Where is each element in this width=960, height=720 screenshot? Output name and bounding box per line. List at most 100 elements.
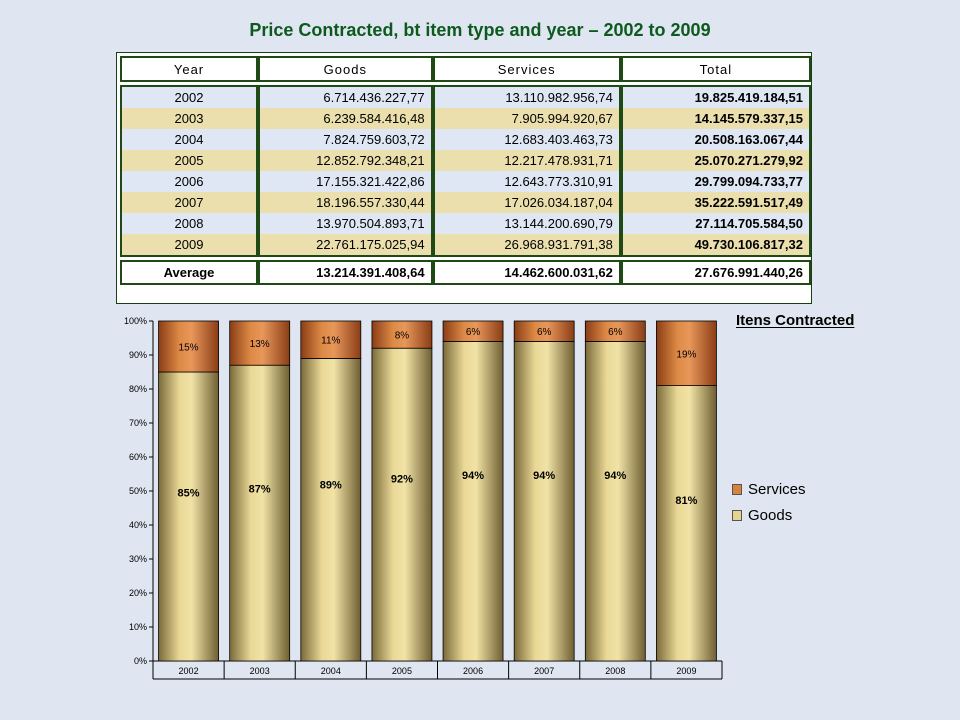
x-tick-label: 2009	[676, 666, 696, 676]
cell-services: 12.217.478.931,71	[432, 150, 621, 171]
cell-goods: 22.761.175.025,94	[258, 234, 433, 257]
y-tick-label: 70%	[129, 418, 147, 428]
y-tick-label: 90%	[129, 350, 147, 360]
data-label-goods: 85%	[178, 487, 200, 499]
chart-labels: 85% 15% 2002 87% 13% 2003 89% 11% 2004 92% 8% 2005 9…	[178, 327, 698, 676]
cell-year: 2008	[120, 213, 258, 234]
x-tick-label: 2008	[605, 666, 625, 676]
cell-year: 2007	[120, 192, 258, 213]
cell-total: 19.825.419.184,51	[620, 85, 811, 108]
cell-goods: 6.714.436.227,77	[258, 85, 433, 108]
data-label-goods: 94%	[604, 470, 626, 482]
x-tick-label: 2003	[250, 666, 270, 676]
table-row: 2003 6.239.584.416,48 7.905.994.920,67 14.1…	[120, 108, 811, 129]
header-goods: Goods	[258, 56, 433, 82]
data-label-services: 15%	[179, 343, 199, 354]
data-label-services: 13%	[250, 339, 270, 350]
bar-services	[442, 320, 504, 342]
cell-services: 13.110.982.956,74	[432, 85, 621, 108]
bar-services	[158, 320, 219, 373]
cell-year: 2006	[120, 171, 258, 192]
cell-goods: 17.155.321.422,86	[258, 171, 433, 192]
data-label-services: 19%	[676, 349, 696, 360]
x-tick-label: 2002	[179, 666, 199, 676]
table-row: 2006 17.155.321.422,86 12.643.773.310,91 29…	[120, 171, 811, 192]
cell-services: 7.905.994.920,67	[432, 108, 621, 129]
average-row: Average 13.214.391.408,64 14.462.600.031…	[120, 260, 811, 285]
cell-goods: 13.970.504.893,71	[258, 213, 433, 234]
bar-services	[300, 320, 362, 359]
data-label-services: 6%	[537, 327, 552, 338]
average-goods: 13.214.391.408,64	[258, 260, 433, 285]
x-tick-label: 2004	[321, 666, 341, 676]
legend-swatch-services	[732, 483, 742, 495]
cell-total: 25.070.271.279,92	[620, 150, 811, 171]
bar-services	[229, 320, 291, 366]
y-tick-label: 60%	[129, 452, 147, 462]
y-tick-label: 20%	[129, 588, 147, 598]
bar-services	[371, 320, 433, 349]
cell-services: 26.968.931.791,38	[432, 234, 621, 257]
legend-item-goods: Goods	[732, 502, 806, 528]
header-services: Services	[432, 56, 621, 82]
bar-goods	[158, 371, 219, 662]
legend-swatch-goods	[732, 509, 742, 521]
y-tick-label: 80%	[129, 384, 147, 394]
y-tick-label: 30%	[129, 554, 147, 564]
average-label: Average	[120, 260, 258, 285]
cell-total: 29.799.094.733,77	[620, 171, 811, 192]
cell-year: 2009	[120, 234, 258, 257]
data-label-goods: 92%	[391, 474, 413, 486]
data-label-services: 8%	[395, 331, 410, 342]
bar-goods	[300, 358, 362, 662]
page-title: Price Contracted, bt item type and year …	[249, 20, 711, 40]
bar-goods	[513, 341, 575, 662]
cell-total: 49.730.106.817,32	[620, 234, 811, 257]
bar-services	[513, 320, 575, 342]
cell-total: 14.145.579.337,15	[620, 108, 811, 129]
x-tick-label: 2006	[463, 666, 483, 676]
x-tick-label: 2007	[534, 666, 554, 676]
price-table: Year Goods Services Total 2002 6.714.436.…	[120, 56, 811, 285]
data-label-goods: 81%	[675, 495, 697, 507]
data-label-services: 11%	[321, 336, 340, 347]
y-tick-label: 0%	[134, 656, 147, 666]
cell-goods: 6.239.584.416,48	[258, 108, 433, 129]
data-label-goods: 87%	[249, 483, 271, 495]
cell-year: 2002	[120, 85, 258, 108]
bar-services	[656, 320, 717, 386]
cell-total: 27.114.705.584,50	[620, 213, 811, 234]
cell-year: 2005	[120, 150, 258, 171]
average-services: 14.462.600.031,62	[432, 260, 621, 285]
average-total: 27.676.991.440,26	[620, 260, 811, 285]
stacked-bar-chart: 0% 10% 20% 30% 40% 50% 60% 70% 80% 90% 100% 85% 15%…	[124, 316, 723, 680]
table-row: 2009 22.761.175.025,94 26.968.931.791,38 49…	[120, 234, 811, 257]
table-row: 2002 6.714.436.227,77 13.110.982.956,74 19.…	[120, 85, 811, 108]
data-label-goods: 94%	[462, 470, 484, 482]
table-header-row: Year Goods Services Total	[120, 56, 811, 82]
table-row: 2005 12.852.792.348,21 12.217.478.931,71 25…	[120, 150, 811, 171]
cell-year: 2003	[120, 108, 258, 129]
data-label-services: 6%	[466, 327, 481, 338]
cell-year: 2004	[120, 129, 258, 150]
legend-label-services: Services	[748, 480, 806, 498]
bar-goods	[584, 341, 646, 662]
y-tick-label: 40%	[129, 520, 147, 530]
x-tick-label: 2005	[392, 666, 412, 676]
chart-legend: Services Goods	[732, 476, 806, 528]
chart-title: Itens Contracted	[736, 312, 855, 329]
header-year: Year	[120, 56, 258, 82]
cell-services: 17.026.034.187,04	[432, 192, 621, 213]
header-total: Total	[620, 56, 811, 82]
data-label-goods: 94%	[533, 470, 555, 482]
y-tick-label: 50%	[129, 486, 147, 496]
data-label-services: 6%	[608, 327, 623, 338]
cell-services: 12.683.403.463,73	[432, 129, 621, 150]
bar-goods	[442, 341, 504, 662]
cell-total: 35.222.591.517,49	[620, 192, 811, 213]
cell-goods: 12.852.792.348,21	[258, 150, 433, 171]
bar-goods	[229, 364, 291, 662]
cell-goods: 18.196.557.330,44	[258, 192, 433, 213]
table-row: 2007 18.196.557.330,44 17.026.034.187,04 35…	[120, 192, 811, 213]
bar-goods	[656, 385, 717, 662]
